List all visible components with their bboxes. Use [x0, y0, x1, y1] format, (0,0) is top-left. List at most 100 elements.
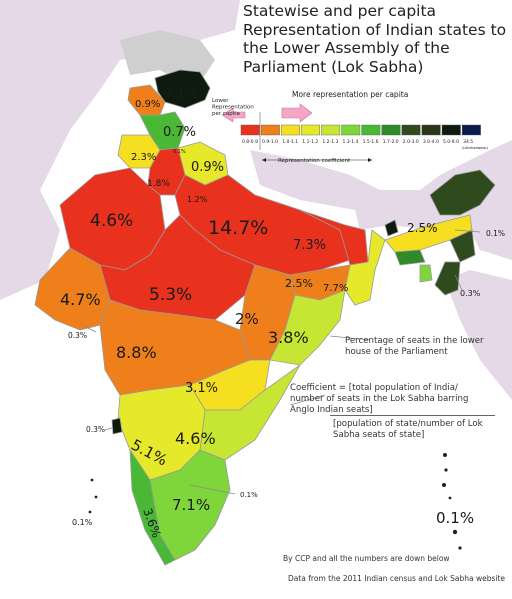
island-dot	[94, 495, 98, 499]
region-percent-label: 2.5%	[285, 277, 313, 290]
states	[34, 69, 496, 566]
region-percent-label: 8.8%	[116, 343, 157, 362]
coefficient-numerator: Coefficient = [total population of India…	[290, 383, 469, 415]
legend-bin-label: 5.0-9.0	[443, 139, 459, 145]
region-percent-label: 1.2%	[187, 195, 208, 204]
region-percent-label: 0.1%	[173, 149, 186, 155]
neighbour-east	[445, 270, 512, 400]
region-percent-label: 14.7%	[208, 217, 268, 239]
region-labels: 0.1%0.9%0.7%2.3% 0.1%0.9%1.8%1.2%4.6% 14.7…	[60, 86, 505, 540]
region-percent-label: 0.1%	[72, 518, 93, 527]
state-sikkim	[384, 219, 399, 237]
legend-swatch	[381, 124, 401, 136]
island-dot	[442, 483, 446, 487]
region-percent-label: 0.1%	[486, 229, 505, 238]
region-percent-label: 2%	[235, 310, 259, 328]
coef-arrow-head-right	[368, 158, 372, 162]
legend-bin-label: 1.0-1.1	[282, 139, 298, 145]
region-percent-label: 0.3%	[86, 425, 105, 434]
legend-bin-label: 1.2-1.3	[322, 139, 338, 145]
region-percent-label: 0.7%	[163, 125, 196, 140]
legend-swatch	[441, 124, 461, 136]
region-percent-label: 7.1%	[172, 496, 210, 514]
legend-bin-label: 1.3-1.4	[343, 139, 359, 145]
legend-swatch	[301, 124, 320, 136]
island-dot	[88, 510, 92, 514]
neighbour-southwest	[0, 190, 60, 300]
legend-bin-label: 1.5-1.6	[363, 139, 379, 145]
legend-bin-label: 3.0-4.0	[423, 139, 439, 145]
credit-note: By CCP and all the numbers are down belo…	[283, 554, 450, 563]
region-percent-label: 7.7%	[323, 283, 348, 294]
region-percent-label: 4.6%	[90, 211, 133, 231]
coef-arrow-head-left	[262, 158, 266, 162]
legend-swatch	[421, 124, 441, 136]
region-percent-label: 0.3%	[460, 289, 481, 298]
legend-swatch	[281, 124, 300, 136]
region-percent-label: 2.3%	[131, 152, 156, 163]
leader-line	[104, 427, 113, 431]
state-nagaland	[449, 229, 476, 263]
region-percent-label: 7.3%	[293, 238, 326, 253]
coefficient-divider	[330, 415, 495, 416]
region-percent-label: 0.9%	[191, 160, 224, 175]
legend: More representation per capita Lower Repre…	[212, 90, 489, 164]
state-goa	[111, 417, 123, 435]
island-dot	[443, 453, 447, 457]
state-mizoram	[434, 261, 461, 296]
legend-more-label: More representation per capita	[292, 90, 408, 99]
source-note: Data from the 2011 Indian census and Lok…	[288, 574, 506, 583]
region-percent-label: 5.3%	[149, 285, 192, 305]
state-kerala	[129, 448, 176, 566]
island-dot	[444, 468, 448, 472]
legend-swatch	[401, 124, 421, 136]
legend-coef-label: Representation coefficient	[278, 158, 351, 164]
legend-bin-label: 2.0-3.0	[403, 139, 419, 145]
region-percent-label: 2.5%	[407, 221, 438, 235]
state-west-bengal	[344, 229, 386, 306]
region-percent-label: 0.1%	[240, 491, 258, 499]
state-odisha	[269, 289, 346, 366]
legend-arrow-right	[281, 103, 313, 123]
region-percent-label: 4.7%	[60, 290, 101, 309]
state-meghalaya	[394, 249, 426, 266]
region-percent-label: 4.6%	[175, 429, 216, 448]
neighbour-west	[0, 0, 240, 210]
leader-line	[454, 229, 481, 233]
coefficient-denominator: [population of state/number of Lok Sabha…	[333, 419, 483, 440]
island-dot	[448, 496, 452, 500]
leader-lines	[81, 229, 481, 495]
legend-bin-label: 34.5	[463, 139, 473, 145]
legend-swatch	[240, 124, 260, 136]
region-percent-label: 0.3%	[68, 331, 87, 340]
island-dot	[458, 546, 462, 550]
state-jammu-kashmir	[154, 69, 211, 109]
state-tripura	[419, 264, 433, 283]
region-percent-label: 3.8%	[268, 328, 309, 347]
legend-swatch	[260, 124, 280, 136]
percent-note: Percentage of seats in the lower house o…	[345, 336, 484, 357]
legend-bin-label: 1.7-2.0	[383, 139, 399, 145]
region-percent-label: 0.1%	[436, 509, 474, 527]
leader-line	[189, 484, 236, 495]
islands	[88, 453, 462, 550]
legend-lakshadweep-note: (Lakshadweep)	[462, 146, 488, 150]
legend-swatch	[321, 124, 341, 136]
leader-line	[81, 324, 97, 333]
leader-line	[454, 274, 463, 291]
region-percent-label: 0.1%	[163, 86, 199, 102]
island-dot	[452, 529, 458, 535]
legend-bin-label: 0.8-0.9	[242, 139, 258, 145]
state-arunachal	[429, 169, 496, 216]
map-title: Statewise and per capita Representation …	[243, 2, 507, 76]
region-percent-label: 1.8%	[147, 179, 170, 189]
region-percent-label: 0.9%	[135, 99, 160, 110]
legend-bin-label: 0.9-1.0	[262, 139, 278, 145]
island-dot	[90, 478, 94, 482]
legend-arrow-left	[221, 107, 246, 123]
legend-lower-label: Lower Representation per capita	[212, 98, 254, 117]
legend-swatch	[341, 124, 361, 136]
region-percent-label: 3.1%	[185, 381, 218, 396]
